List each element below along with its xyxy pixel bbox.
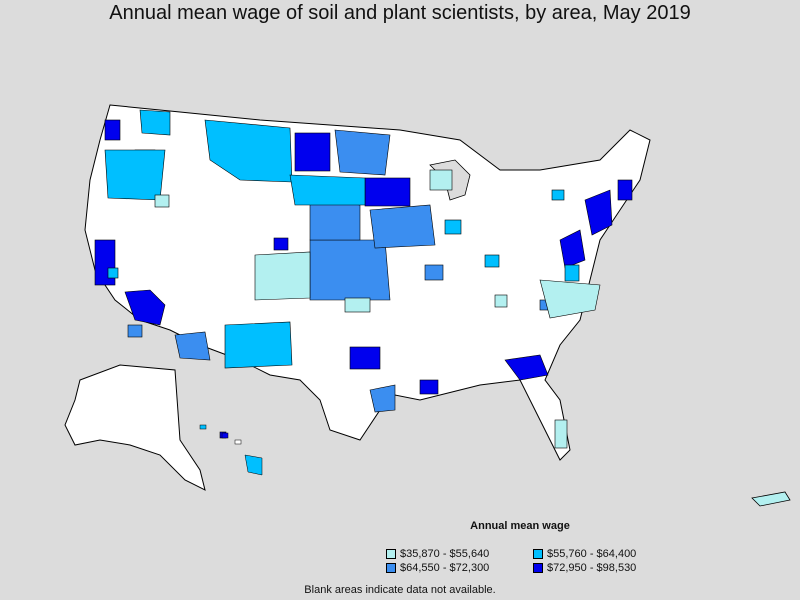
map-title: Annual mean wage of soil and plant scien…: [109, 2, 691, 24]
areas-tier-4: [94, 119, 633, 439]
legend-label-3: $64,550 - $72,300: [400, 562, 490, 574]
areas-tier-1: [154, 169, 601, 449]
legend: Annual mean wage $35,870 - $55,640 $55,7…: [380, 520, 680, 576]
legend-label-4: $72,950 - $98,530: [547, 562, 637, 574]
legend-label-2: $55,760 - $64,400: [547, 548, 637, 560]
areas-tier-3: [127, 129, 551, 413]
legend-title: Annual mean wage: [470, 520, 570, 532]
legend-label-1: $35,870 - $55,640: [400, 548, 490, 560]
legend-item-2: $55,760 - $64,400: [533, 548, 680, 560]
legend-swatch-1: [386, 549, 396, 559]
legend-item-1: $35,870 - $55,640: [386, 548, 533, 560]
legend-item-4: $72,950 - $98,530: [533, 562, 680, 574]
footnote: Blank areas indicate data not available.: [304, 584, 496, 596]
legend-item-3: $64,550 - $72,300: [386, 562, 533, 574]
legend-swatch-2: [533, 549, 543, 559]
puerto-rico: [751, 491, 791, 507]
hawaii-islands: [199, 424, 263, 476]
areas-tier-2: [104, 109, 580, 369]
legend-swatch-3: [386, 563, 396, 573]
alaska-outline: [64, 364, 206, 491]
legend-swatch-4: [533, 563, 543, 573]
